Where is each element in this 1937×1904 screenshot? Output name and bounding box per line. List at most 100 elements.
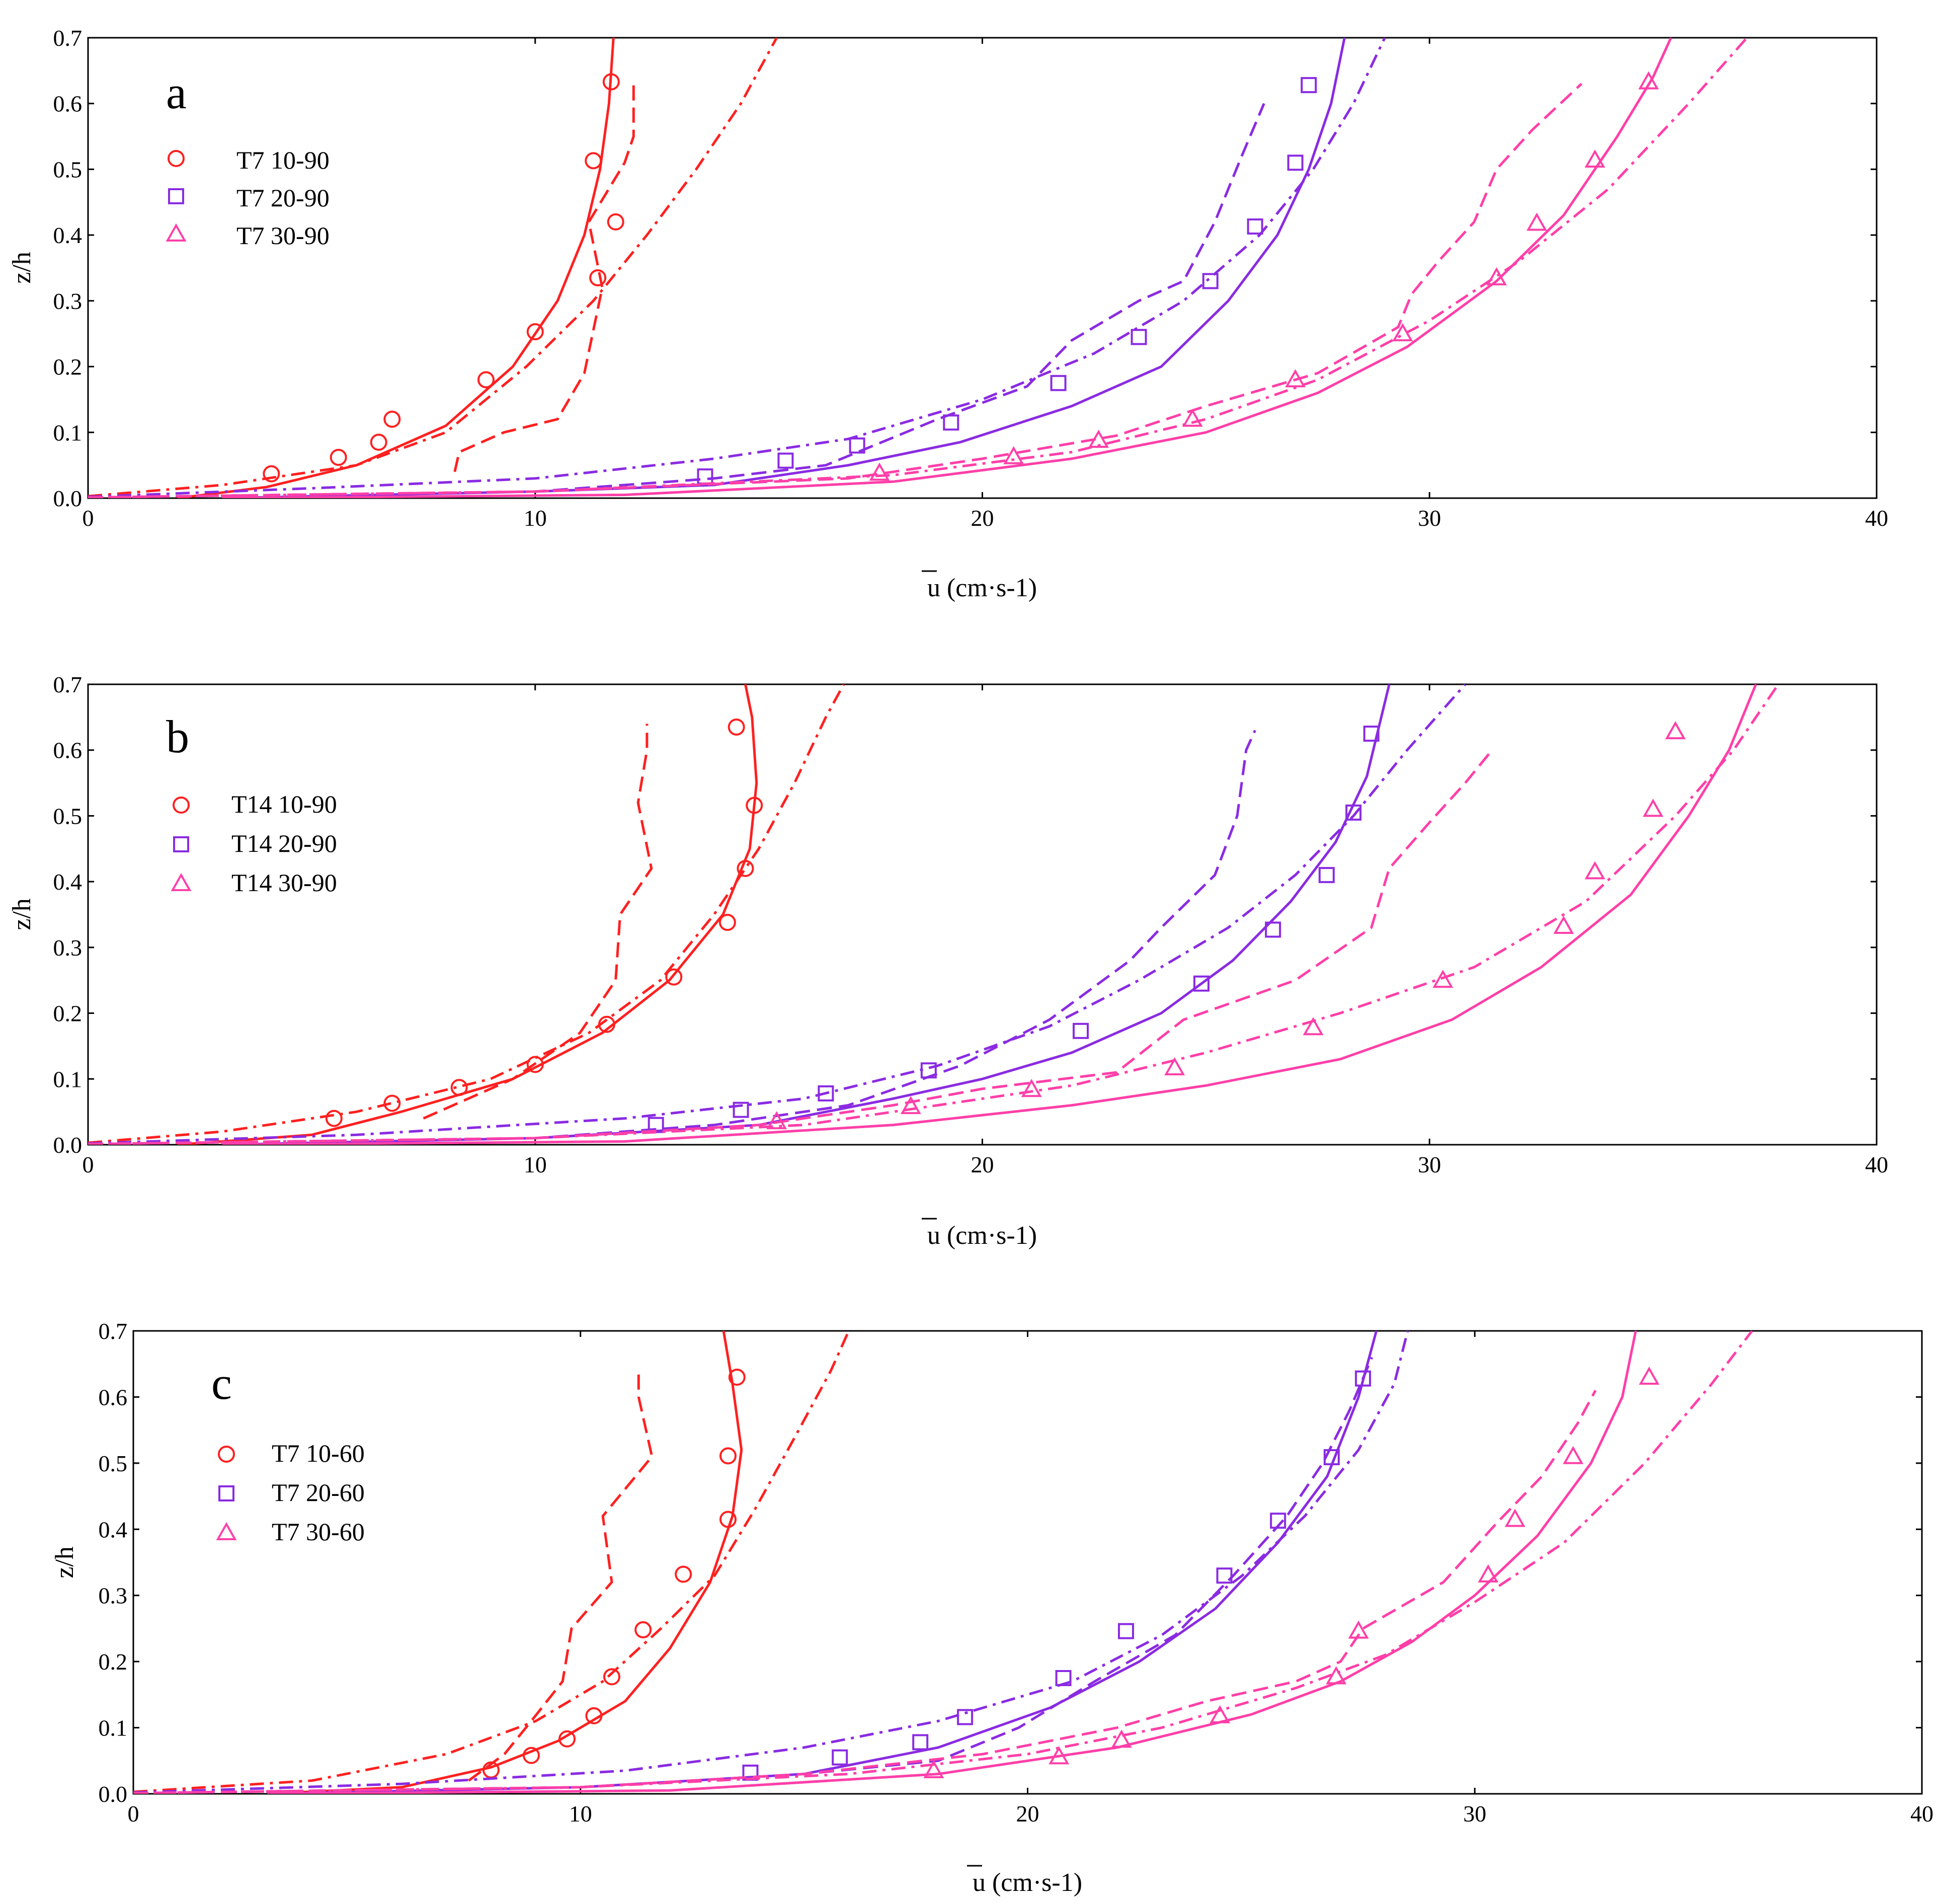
legend-markers [216,1446,237,1540]
data-point [1247,218,1263,235]
data-point [719,1447,737,1465]
data-point [1301,77,1317,94]
data-point [383,411,401,428]
data-point [849,437,865,454]
data-point [589,269,607,287]
data-point [522,1747,540,1764]
panel-letter: a [166,67,187,118]
data-point [1048,1746,1070,1765]
data-point [1285,369,1306,387]
data-point [1504,1509,1525,1527]
plot-frame [132,1330,1923,1795]
y-tick-label: 0.7 [53,25,83,51]
x-tick-label: 10 [569,1801,592,1827]
data-point [1323,1449,1340,1466]
x-tick-label: 30 [1418,1152,1441,1177]
x-tick-label: 40 [1910,1801,1933,1827]
y-tick-label: 0.6 [53,738,83,763]
x-tick-label: 20 [971,505,994,531]
series-dashed-line [88,730,1256,1145]
data-point [1050,375,1067,391]
plot-frame [87,683,1878,1146]
data-point [957,1709,974,1725]
legend-markers [171,797,192,891]
series-dashed-line [133,1357,1374,1794]
data-point [1665,721,1686,740]
y-tick-label: 0.6 [53,91,83,117]
data-point [920,1062,937,1079]
data-point [1055,1670,1072,1686]
data-point [728,718,745,736]
y-tick-label: 0.3 [99,1583,128,1609]
data-point [1303,1017,1324,1036]
data-point [728,1369,746,1386]
series-dashed-line [468,1370,654,1782]
data-point [1355,1370,1371,1387]
y-tick-label: 0.3 [53,935,83,961]
data-point [558,1730,576,1748]
series-dashdot-line [88,684,1467,1145]
data-point [900,1096,921,1115]
data-point [1526,212,1547,231]
data-point [1638,71,1659,90]
legend-text-1: T7 10-60 [272,1439,365,1467]
data-point [733,1101,749,1118]
data-point [450,1079,468,1096]
data-point [477,371,495,388]
data-marks [88,38,1748,498]
data-point [1639,1366,1660,1385]
data-point [330,448,347,466]
data-point [325,1109,343,1127]
series-solid-line [267,1331,743,1794]
legend-text-2: T7 20-90 [236,184,330,212]
data-point [383,1094,401,1112]
legend-text-2: T7 20-60 [272,1478,365,1506]
y-tick-label: 0.7 [53,672,83,697]
legend-marker [173,797,190,814]
y-tick-label: 0.4 [99,1517,128,1542]
legend-marker [218,1446,235,1463]
y-tick-label: 0.7 [99,1318,128,1344]
series-dashdot-line [88,684,845,1144]
panel-a: a z/h u (cm·s-1) T7 10-90 T7 20-90 T7 30… [8,25,1888,602]
legend-text-3: T14 30-90 [231,868,337,897]
x-tick-label: 20 [971,1152,994,1177]
series-solid-line [222,38,1346,498]
data-point [832,1749,848,1766]
data-point [1486,267,1507,286]
data-point [1118,1623,1135,1639]
legend-text-2: T14 20-90 [231,829,337,857]
y-tick-label: 0.1 [99,1715,128,1741]
data-point [818,1085,834,1102]
data-point [869,462,890,481]
data-point [1270,1513,1286,1529]
panel-letter: c [211,1358,232,1409]
y-tick-label: 0.4 [53,222,83,248]
data-point [1209,1705,1231,1723]
data-point [943,414,959,431]
series-dashdot-line [88,684,1780,1145]
data-point [598,1015,615,1033]
x-tick-label: 20 [1016,1801,1039,1827]
x-tick-label: 40 [1865,1152,1888,1177]
data-point [1265,921,1281,938]
data-point [1202,273,1219,289]
legend-markers [166,150,187,242]
data-point [1348,1620,1369,1639]
series-dashed-line [88,749,1493,1145]
y-tick-label: 0.2 [99,1649,128,1675]
panel-letter: b [166,711,189,762]
series-dashdot-line [133,1331,1753,1794]
data-point [1287,154,1304,171]
y-tick-label: 0.4 [53,869,83,895]
y-tick-label: 0.2 [53,1001,83,1026]
series-solid-line [222,38,1672,498]
data-point [1088,429,1109,448]
legend-marker [168,150,185,167]
data-point [1164,1057,1185,1076]
data-point [526,1056,544,1073]
legend-marker [173,836,189,852]
data-point [697,468,713,485]
data-point [1478,1564,1499,1582]
